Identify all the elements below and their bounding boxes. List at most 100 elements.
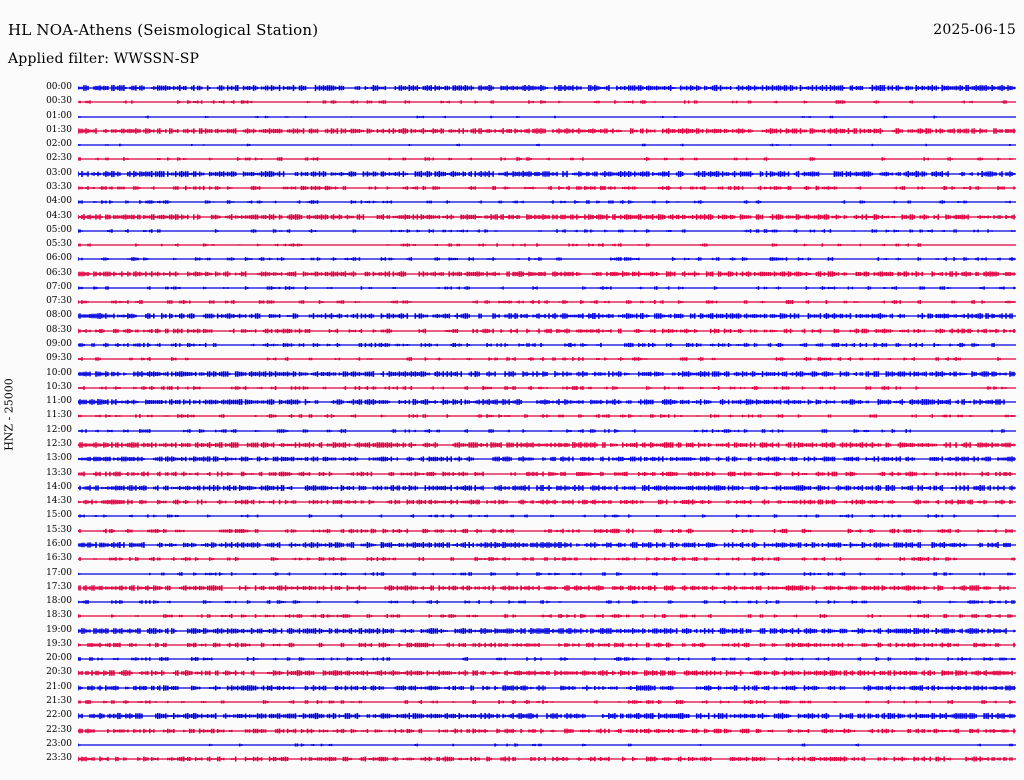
trace-waveform	[78, 670, 1016, 677]
trace-time-label: 14:30	[46, 496, 72, 507]
trace-time-label: 22:00	[46, 710, 72, 721]
trace-row: 13:00	[0, 452, 1024, 466]
trace-row: 18:00	[0, 595, 1024, 609]
trace-row: 06:00	[0, 252, 1024, 266]
trace-waveform	[78, 342, 1016, 348]
trace-row: 17:00	[0, 567, 1024, 581]
trace-waveform	[78, 357, 1016, 362]
trace-waveform	[78, 600, 1016, 604]
trace-row: 12:30	[0, 438, 1024, 452]
seismogram-plot: HNZ - 25000 00:00 00:30 01:00 01:30 02:00 02:…	[0, 78, 1024, 780]
trace-waveform	[78, 385, 1016, 390]
trace-waveform	[78, 614, 1016, 619]
trace-row: 00:00	[0, 81, 1024, 95]
trace-row: 22:30	[0, 724, 1024, 738]
page-title: HL NOA-Athens (Seismological Station)	[8, 21, 319, 39]
trace-waveform	[78, 286, 1016, 290]
trace-time-label: 06:00	[46, 253, 72, 264]
trace-waveform	[78, 157, 1016, 162]
trace-waveform	[78, 200, 1016, 205]
trace-waveform	[78, 657, 1016, 662]
trace-row: 15:30	[0, 524, 1024, 538]
trace-time-label: 07:00	[46, 281, 72, 292]
trace-time-label: 17:00	[46, 567, 72, 578]
trace-row: 16:00	[0, 538, 1024, 552]
trace-row: 22:00	[0, 709, 1024, 723]
trace-waveform	[78, 143, 1016, 147]
trace-time-label: 15:00	[46, 510, 72, 521]
trace-time-label: 13:30	[46, 467, 72, 478]
trace-waveform	[78, 756, 1016, 762]
trace-waveform	[78, 127, 1016, 134]
trace-row: 21:00	[0, 681, 1024, 695]
trace-row: 11:30	[0, 409, 1024, 423]
trace-time-label: 09:00	[46, 339, 72, 350]
trace-time-label: 06:30	[46, 267, 72, 278]
trace-waveform	[78, 185, 1016, 191]
trace-row: 14:00	[0, 481, 1024, 495]
trace-time-label: 20:30	[46, 667, 72, 678]
trace-time-label: 13:00	[46, 453, 72, 464]
trace-waveform	[78, 170, 1016, 177]
trace-row: 23:30	[0, 752, 1024, 766]
trace-waveform	[78, 442, 1016, 448]
trace-row: 19:00	[0, 624, 1024, 638]
trace-waveform	[78, 557, 1016, 562]
trace-row: 04:00	[0, 195, 1024, 209]
trace-row: 17:30	[0, 581, 1024, 595]
trace-row: 20:30	[0, 666, 1024, 680]
trace-waveform	[78, 700, 1016, 705]
trace-time-label: 04:30	[46, 210, 72, 221]
trace-waveform	[78, 370, 1016, 377]
trace-waveform	[78, 584, 1016, 591]
trace-row: 04:30	[0, 210, 1024, 224]
trace-waveform	[78, 84, 1016, 92]
trace-time-label: 21:30	[46, 696, 72, 707]
trace-row: 07:00	[0, 281, 1024, 295]
trace-waveform	[78, 471, 1016, 476]
trace-time-label: 02:00	[46, 139, 72, 150]
applied-filter-label: Applied filter: WWSSN-SP	[8, 51, 200, 67]
trace-time-label: 19:30	[46, 638, 72, 649]
trace-row: 09:30	[0, 352, 1024, 366]
trace-row: 16:30	[0, 552, 1024, 566]
trace-row: 00:30	[0, 95, 1024, 109]
trace-time-label: 22:30	[46, 724, 72, 735]
trace-row: 02:30	[0, 152, 1024, 166]
trace-waveform	[78, 514, 1016, 519]
trace-waveform	[78, 428, 1016, 433]
trace-waveform	[78, 728, 1016, 733]
trace-row: 05:30	[0, 238, 1024, 252]
trace-waveform	[78, 414, 1016, 419]
trace-waveform	[78, 399, 1016, 406]
trace-time-label: 00:00	[46, 82, 72, 92]
trace-time-label: 05:30	[46, 239, 72, 250]
trace-time-label: 12:00	[46, 424, 72, 435]
trace-row: 10:30	[0, 381, 1024, 395]
trace-row: 02:00	[0, 138, 1024, 152]
trace-time-label: 11:30	[46, 410, 72, 421]
trace-waveform	[78, 743, 1016, 747]
trace-row: 08:00	[0, 309, 1024, 323]
trace-time-label: 04:00	[46, 196, 72, 207]
trace-waveform	[78, 642, 1016, 648]
trace-time-label: 01:30	[46, 124, 72, 135]
trace-time-label: 21:00	[46, 681, 72, 692]
trace-row: 10:00	[0, 367, 1024, 381]
trace-row: 13:30	[0, 467, 1024, 481]
trace-row: 15:00	[0, 509, 1024, 523]
trace-time-label: 16:00	[46, 538, 72, 549]
trace-row: 05:00	[0, 224, 1024, 238]
trace-row: 09:00	[0, 338, 1024, 352]
trace-row: 14:30	[0, 495, 1024, 509]
trace-time-label: 12:30	[46, 439, 72, 449]
trace-waveform	[78, 228, 1016, 233]
trace-waveform	[78, 571, 1016, 576]
trace-row: 01:30	[0, 124, 1024, 138]
trace-waveform	[78, 456, 1016, 462]
trace-row: 11:00	[0, 395, 1024, 409]
trace-row: 20:00	[0, 652, 1024, 666]
trace-time-label: 15:30	[46, 524, 72, 535]
record-date: 2025-06-15	[933, 22, 1016, 38]
trace-row: 19:30	[0, 638, 1024, 652]
